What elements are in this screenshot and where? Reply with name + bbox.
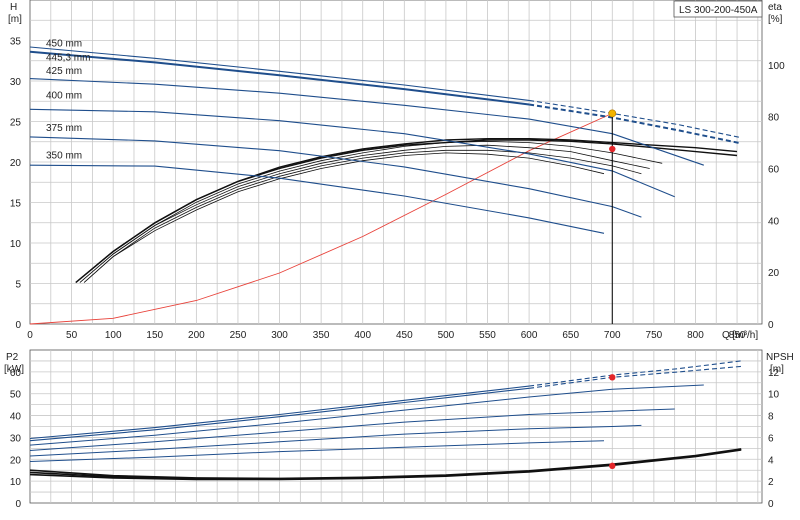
x-tick-label: 0 bbox=[27, 330, 33, 341]
power-axis-unit: [kW] bbox=[4, 364, 24, 375]
x-tick-label: 700 bbox=[604, 330, 621, 341]
power-axis-label: P2 bbox=[6, 352, 19, 363]
head-curve bbox=[29, 164, 605, 234]
power-curve-extension bbox=[529, 360, 742, 387]
head-tick-label: 20 bbox=[10, 158, 22, 169]
eta-curve bbox=[75, 138, 738, 284]
npsh-tick-label: 6 bbox=[768, 433, 774, 444]
eta-curve bbox=[83, 149, 642, 283]
x-tick-label: 350 bbox=[313, 330, 330, 341]
duty-point-npsh-marker bbox=[609, 462, 616, 470]
head-tick-label: 15 bbox=[10, 199, 22, 210]
head-tick-label: 25 bbox=[10, 118, 22, 129]
x-tick-label: 750 bbox=[646, 330, 663, 341]
eta-tick-label: 80 bbox=[768, 113, 780, 124]
eta-axis-label: eta bbox=[768, 2, 782, 13]
power-tick-label: 20 bbox=[10, 455, 22, 466]
power-tick-label: 50 bbox=[10, 390, 22, 401]
power-tick-label: 30 bbox=[10, 433, 22, 444]
head-axis-unit: [m] bbox=[8, 14, 22, 25]
x-tick-label: 500 bbox=[438, 330, 455, 341]
head-curve-label: 400 mm bbox=[46, 90, 82, 101]
head-tick-label: 30 bbox=[10, 77, 22, 88]
x-tick-label: 400 bbox=[354, 330, 371, 341]
power-curve bbox=[29, 424, 642, 457]
npsh-curves-layer bbox=[29, 448, 742, 481]
npsh-tick-label: 10 bbox=[768, 390, 780, 401]
power-curves-layer bbox=[29, 360, 742, 462]
x-tick-label: 650 bbox=[562, 330, 579, 341]
duty-point-layer bbox=[608, 109, 617, 470]
x-tick-label: 150 bbox=[146, 330, 163, 341]
axis-labels-layer: H [m] eta [%] Q [m³/h] P2 [kW] NPSH [m] … bbox=[4, 0, 794, 375]
head-tick-label: 35 bbox=[10, 37, 22, 48]
grid-layer bbox=[29, 0, 763, 504]
npsh-axis-label: NPSH bbox=[766, 352, 794, 363]
power-curve bbox=[29, 408, 675, 451]
flow-axis-label: Q [m³/h] bbox=[722, 330, 758, 341]
power-curve bbox=[29, 384, 704, 446]
head-tick-label: 10 bbox=[10, 239, 22, 250]
x-tick-label: 850 bbox=[729, 330, 746, 341]
eta-tick-label: 100 bbox=[768, 61, 785, 72]
npsh-tick-label: 2 bbox=[768, 477, 774, 488]
efficiency-curves-layer bbox=[75, 138, 738, 284]
npsh-tick-label: 12 bbox=[768, 368, 780, 379]
head-tick-label: 0 bbox=[15, 320, 21, 331]
npsh-tick-label: 8 bbox=[768, 412, 774, 423]
power-tick-label: 40 bbox=[10, 412, 22, 423]
duty-point-power-marker bbox=[609, 374, 616, 381]
system-curve-layer bbox=[29, 112, 613, 325]
power-curve bbox=[29, 387, 530, 442]
head-curves-layer: 450 mm 445,3 mm 425 mm 400 mm 375 mm 350 mm bbox=[29, 39, 742, 234]
eta-tick-label: 0 bbox=[768, 320, 774, 331]
x-tick-label: 300 bbox=[271, 330, 288, 341]
npsh-tick-label: 0 bbox=[768, 499, 774, 510]
tick-labels-layer: 0 50 100 150 200 250 300 350 400 450 500 550 600 650 7… bbox=[10, 37, 785, 511]
npsh-curve bbox=[29, 449, 742, 481]
chart-title: LS 300-200-450A bbox=[679, 5, 758, 16]
head-curve-label: 350 mm bbox=[46, 150, 82, 161]
head-curve bbox=[29, 46, 530, 101]
eta-axis-unit: [%] bbox=[768, 14, 783, 25]
eta-tick-label: 40 bbox=[768, 216, 780, 227]
duty-point-eta-marker bbox=[609, 145, 616, 153]
head-curve-label: 425 mm bbox=[46, 66, 82, 77]
x-tick-label: 800 bbox=[687, 330, 704, 341]
eta-curve bbox=[83, 152, 605, 283]
x-tick-label: 600 bbox=[521, 330, 538, 341]
head-curve-extension bbox=[529, 99, 742, 139]
x-tick-label: 100 bbox=[105, 330, 122, 341]
x-tick-label: 50 bbox=[66, 330, 78, 341]
title-box bbox=[673, 0, 763, 18]
x-tick-label: 450 bbox=[396, 330, 413, 341]
npsh-curve bbox=[29, 448, 742, 480]
power-curve bbox=[29, 440, 605, 462]
head-curve-label: 375 mm bbox=[46, 123, 82, 134]
eta-tick-label: 20 bbox=[768, 268, 780, 279]
eta-curve bbox=[79, 144, 650, 283]
head-curve-label: 445,3 mm bbox=[46, 52, 90, 63]
eta-tick-label: 60 bbox=[768, 164, 780, 175]
power-curve bbox=[29, 385, 530, 440]
power-tick-label: 60 bbox=[10, 368, 22, 379]
npsh-axis-unit: [m] bbox=[770, 364, 784, 375]
duty-point-head-marker bbox=[608, 109, 617, 118]
x-tick-label: 200 bbox=[188, 330, 205, 341]
power-tick-label: 10 bbox=[10, 477, 22, 488]
eta-curve bbox=[79, 140, 663, 283]
npsh-tick-label: 4 bbox=[768, 455, 774, 466]
x-tick-label: 250 bbox=[230, 330, 247, 341]
power-curve-extension bbox=[529, 365, 742, 389]
system-curve bbox=[29, 112, 613, 325]
power-tick-label: 0 bbox=[15, 499, 21, 510]
x-tick-label: 550 bbox=[479, 330, 496, 341]
head-tick-label: 5 bbox=[15, 280, 21, 291]
head-axis-label: H bbox=[10, 2, 17, 13]
npsh-curve bbox=[29, 448, 742, 480]
head-curve bbox=[29, 50, 530, 106]
head-curve-extension bbox=[528, 103, 742, 145]
head-curve-label: 450 mm bbox=[46, 39, 82, 50]
